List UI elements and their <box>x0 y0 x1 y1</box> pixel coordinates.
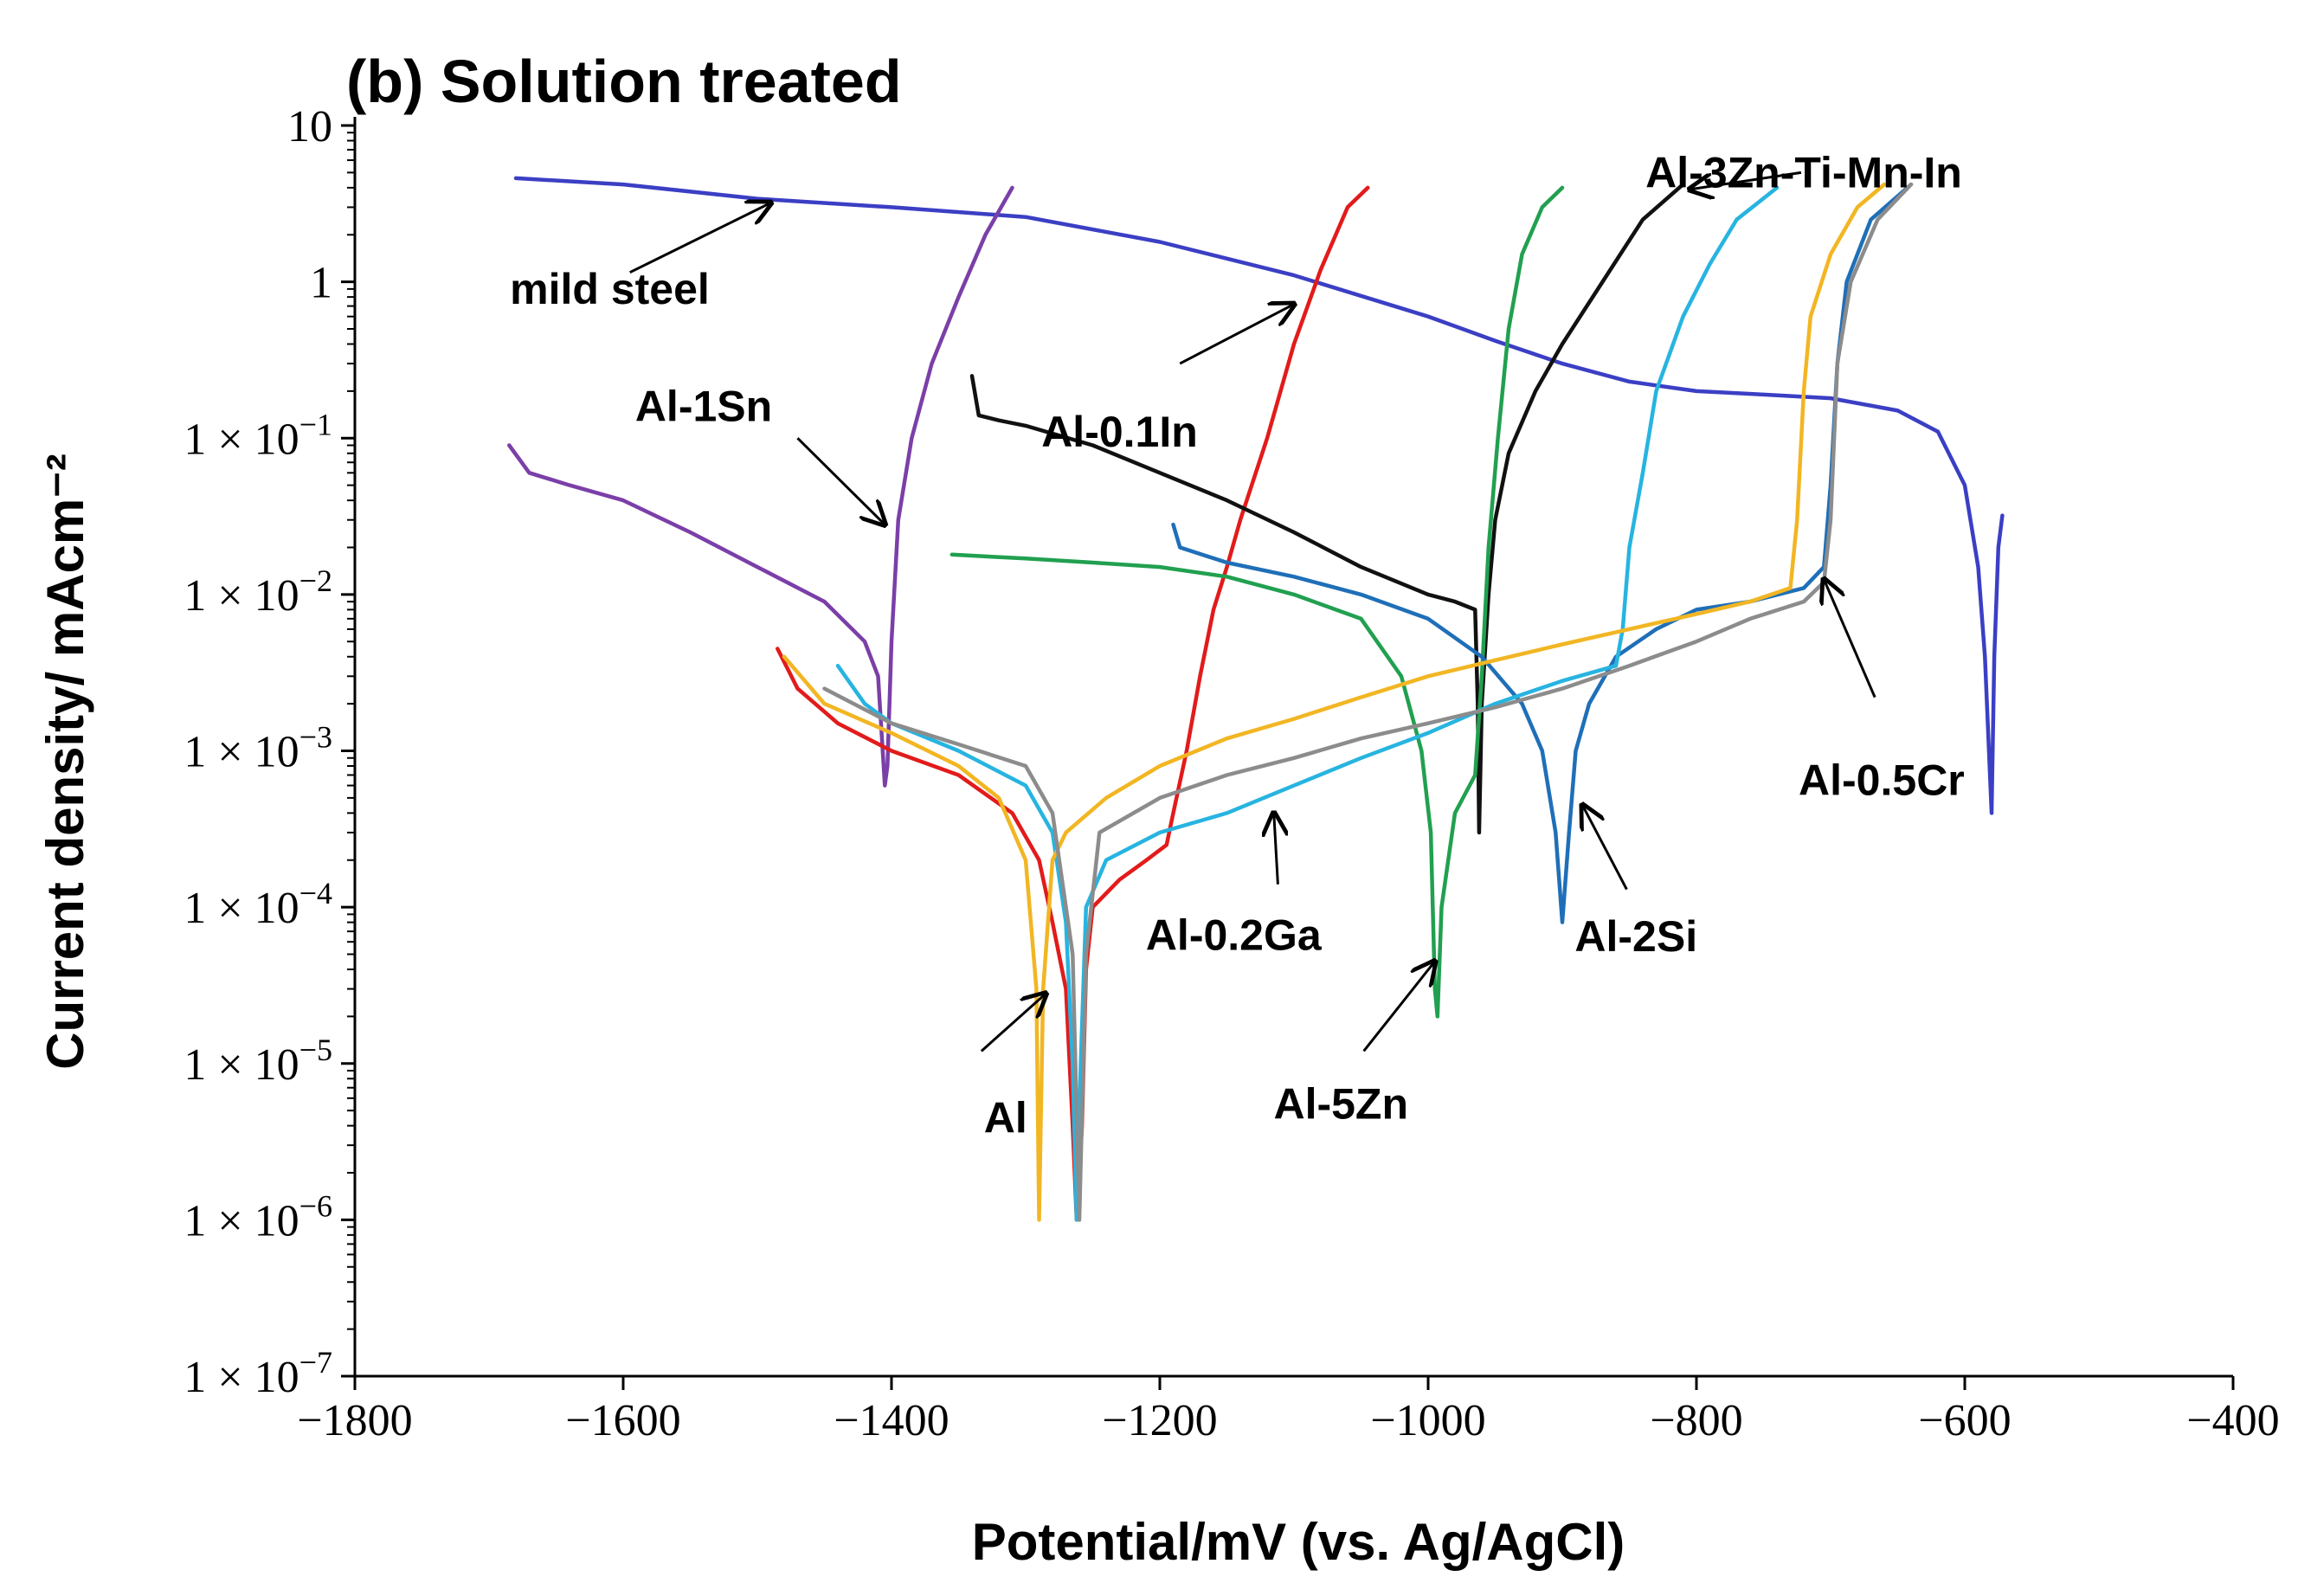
annotation-arrow <box>1690 171 1802 189</box>
series-line-3 <box>969 182 1685 835</box>
annotation-arrow <box>1824 579 1876 698</box>
annotation-arrow <box>1274 813 1278 885</box>
y-tick-label: 10 <box>287 102 332 151</box>
annotation-label: Al <box>984 1093 1027 1142</box>
y-axis-label: Current density/ mAcm⁻² <box>36 454 94 1070</box>
annotation-arrow <box>1362 962 1435 1052</box>
series-line-8 <box>822 182 1914 1222</box>
y-tick-label: 1 × 10−3 <box>183 720 332 777</box>
x-tick-label: −1000 <box>1370 1396 1485 1445</box>
series-line-2 <box>776 185 1370 1222</box>
annotation-label: Al-1Sn <box>635 382 772 430</box>
y-tick-label: 1 × 10−2 <box>183 563 332 621</box>
chart-title: (b) Solution treated <box>346 48 902 115</box>
y-tick-label: 1 × 10−4 <box>183 876 332 933</box>
series-group <box>507 176 2005 1222</box>
x-tick-label: −400 <box>2186 1396 2279 1445</box>
annotation-arrow <box>796 437 885 524</box>
y-tick-label: 1 × 10−5 <box>183 1033 332 1090</box>
y-tick-label: 1 × 10−7 <box>183 1345 332 1402</box>
series-line-7 <box>782 182 1887 1222</box>
annotation-label: Al-0.1In <box>1041 408 1198 456</box>
annotation-arrow <box>1179 304 1294 365</box>
annotation-label: Al-2Si <box>1574 912 1697 961</box>
x-tick-label: −1800 <box>297 1396 412 1445</box>
x-tick-label: −600 <box>1918 1396 2011 1445</box>
series-line-0 <box>513 176 2005 815</box>
axes: −1800 −1600 −1400 −1200 −1000 −800 −600 −400 10 1… <box>183 102 2279 1445</box>
y-tick-label: 1 × 10−1 <box>183 407 332 464</box>
series-line-1 <box>507 185 1014 788</box>
annotation-label: Al-5Zn <box>1273 1080 1408 1129</box>
series-line-4 <box>949 185 1565 1019</box>
annotation-arrow <box>980 994 1046 1052</box>
y-tick-label: 1 <box>310 259 332 308</box>
x-axis-label: Potential/mV (vs. Ag/AgCl) <box>972 1513 1625 1571</box>
annotations: mild steel Al-1Sn Al-0.1In Al-3Zn-Ti-Mn-In A… <box>510 148 1965 1142</box>
annotation-arrow <box>1582 805 1628 891</box>
annotation-label: Al-0.5Cr <box>1799 756 1965 804</box>
series-line-6 <box>835 185 1780 1222</box>
annotation-label: Al-0.2Ga <box>1146 911 1323 960</box>
annotation-label: mild steel <box>510 265 710 313</box>
y-tick-label: 1 × 10−6 <box>183 1188 332 1245</box>
x-tick-label: −1600 <box>565 1396 680 1445</box>
annotation-arrow <box>629 203 771 274</box>
series-line-5 <box>1171 182 1914 924</box>
x-tick-label: −1200 <box>1102 1396 1217 1445</box>
x-tick-label: −800 <box>1650 1396 1742 1445</box>
annotation-label: Al-3Zn-Ti-Mn-In <box>1645 148 1962 196</box>
x-tick-label: −1400 <box>834 1396 949 1445</box>
